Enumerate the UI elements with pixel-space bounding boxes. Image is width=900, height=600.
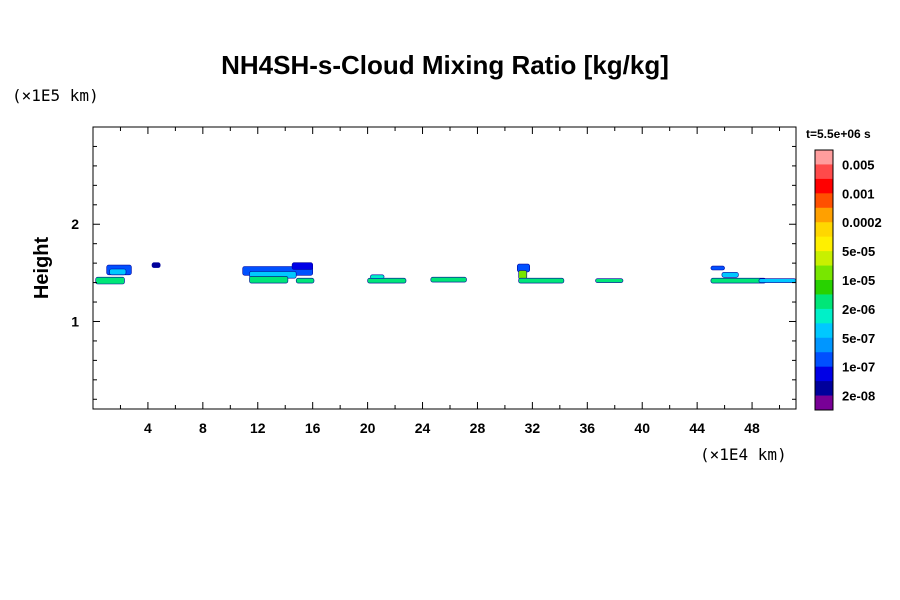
cloud-patch: [758, 278, 797, 283]
colorbar-swatch: [815, 193, 833, 209]
x-tick-label: 36: [580, 420, 596, 436]
colorbar-swatch: [815, 178, 833, 194]
x-unit-label: (×1E4 km): [700, 445, 787, 464]
x-tick-label: 48: [744, 420, 760, 436]
cloud-patch: [370, 274, 385, 279]
y-axis: 12: [71, 145, 796, 400]
cloud-patch: [518, 277, 565, 284]
colorbar-swatch: [815, 236, 833, 252]
x-tick-label: 28: [470, 420, 486, 436]
x-axis: 4 8 12 16 20 24 28 32 36 40 44 48: [119, 127, 781, 436]
plot-frame: [92, 126, 797, 410]
x-tick-label: 44: [689, 420, 705, 436]
cloud-patch: [295, 277, 315, 284]
colorbar-swatch: [815, 308, 833, 324]
cloud-patch: [249, 275, 289, 284]
colorbar-label: 2e-08: [842, 389, 875, 404]
cloud-patch: [430, 276, 467, 283]
colorbar-label: 0.001: [842, 186, 875, 201]
cloud-patch: [367, 277, 407, 284]
colorbar-label: 1e-05: [842, 273, 875, 288]
x-tick-label: 16: [305, 420, 321, 436]
x-tick-label: 32: [525, 420, 541, 436]
x-tick-label: 4: [144, 420, 152, 436]
cloud-patch: [710, 265, 725, 271]
colorbar-swatch: [815, 222, 833, 238]
cloud-patch: [595, 278, 624, 283]
x-tick-label: 40: [634, 420, 650, 436]
plot-area: 4 8 12 16 20 24 28 32 36 40 44 48 12: [71, 126, 797, 436]
cloud-patch: [518, 270, 528, 280]
colorbar-label: 2e-06: [842, 302, 875, 317]
colorbar-swatch: [815, 164, 833, 180]
cloud-patch: [721, 272, 739, 278]
colorbar-swatch: [815, 337, 833, 353]
y-unit-label: (×1E5 km): [12, 86, 99, 105]
colorbar-swatch: [815, 294, 833, 310]
cloud-patch: [95, 276, 125, 285]
cloud-patch: [291, 262, 314, 270]
chart-title: NH4SH-s-Cloud Mixing Ratio [kg/kg]: [221, 50, 669, 80]
colorbar-swatch: [815, 251, 833, 266]
cloud-patch: [109, 268, 127, 276]
colorbar-swatch: [815, 323, 833, 339]
time-label: t=5.5e+06 s: [806, 127, 871, 141]
colorbar-frame: [814, 149, 834, 411]
colorbar-swatch: [815, 381, 833, 396]
colorbar-label: 5e-05: [842, 244, 875, 259]
colorbar-swatch: [815, 280, 833, 295]
x-tick-label: 20: [360, 420, 376, 436]
x-tick-label: 8: [199, 420, 207, 436]
colorbar-swatch: [815, 265, 833, 281]
cloud-patch: [710, 277, 767, 284]
colorbar-swatch: [815, 366, 833, 382]
y-axis-label: Height: [31, 237, 53, 300]
x-tick-label: 12: [250, 420, 266, 436]
colorbar-label: 0.0002: [842, 215, 882, 230]
colorbar-swatch: [815, 395, 833, 411]
colorbar-label: 0.005: [842, 157, 875, 172]
colorbar-swatch: [815, 207, 833, 223]
cloud-patch: [151, 262, 161, 268]
y-tick-label: 2: [71, 216, 79, 232]
x-tick-label: 24: [415, 420, 431, 436]
colorbar-label: 5e-07: [842, 331, 875, 346]
colorbar-swatch: [815, 352, 833, 368]
y-tick-label: 1: [71, 313, 79, 329]
cloud-field: [95, 262, 797, 285]
colorbar-swatch: [815, 150, 833, 165]
colorbar: 0.005 0.001 0.0002 5e-05 1e-05 2e-06 5e-07 1e-0…: [814, 149, 882, 411]
colorbar-label: 1e-07: [842, 360, 875, 375]
